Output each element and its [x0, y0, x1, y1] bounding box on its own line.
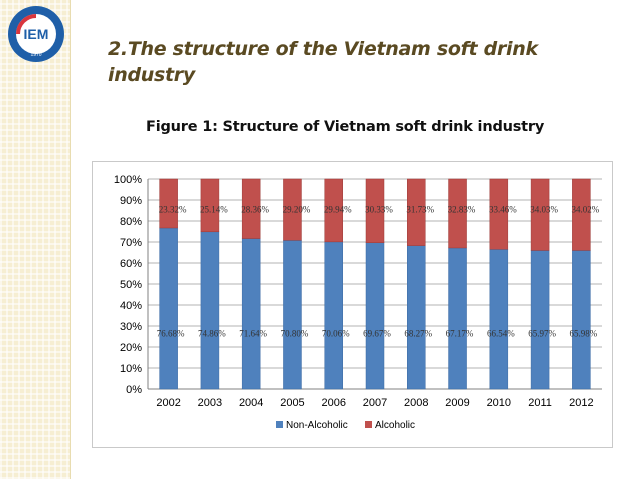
legend-label-alcoholic: Alcoholic	[375, 420, 415, 431]
bar-non-alcoholic	[241, 238, 261, 390]
data-label-non-alcoholic: 65.98%	[569, 329, 597, 339]
legend-swatch-alcoholic	[365, 421, 372, 428]
data-label-non-alcoholic: 69.67%	[363, 329, 391, 339]
x-tick-label: 2005	[280, 397, 304, 409]
y-tick-label: 10%	[120, 363, 142, 375]
y-tick-label: 30%	[120, 321, 142, 333]
data-label-alcoholic: 23.32%	[159, 205, 187, 215]
y-tick-label: 80%	[120, 216, 142, 228]
x-tick-label: 2012	[569, 397, 593, 409]
x-tick-label: 2002	[156, 397, 180, 409]
data-label-alcoholic: 25.14%	[200, 205, 228, 215]
bar-non-alcoholic	[407, 245, 426, 390]
x-tick-label: 2006	[321, 397, 345, 409]
legend-swatch-non-alcoholic	[276, 421, 283, 428]
data-label-non-alcoholic: 76.68%	[157, 329, 185, 339]
bar-alcoholic	[324, 178, 343, 243]
y-tick-label: 50%	[120, 279, 142, 291]
figure-caption: Figure 1: Structure of Vietnam soft drin…	[146, 119, 545, 135]
bar-non-alcoholic	[324, 241, 343, 390]
bar-non-alcoholic	[365, 242, 385, 390]
y-tick-label: 40%	[120, 300, 142, 312]
bar-alcoholic	[407, 178, 426, 246]
stacked-bar-chart: 0% 10% 20% 30% 40% 50% 60% 70% 80% 90% 100% 76.68% 2…	[114, 174, 602, 431]
y-tick-label: 60%	[120, 258, 142, 270]
data-label-non-alcoholic: 67.17%	[446, 329, 474, 339]
data-label-non-alcoholic: 65.97%	[528, 329, 556, 339]
data-label-non-alcoholic: 70.80%	[281, 329, 309, 339]
data-label-alcoholic: 31.73%	[406, 205, 434, 215]
data-label-non-alcoholic: 71.64%	[239, 329, 267, 339]
bar-non-alcoholic	[489, 249, 509, 390]
bar-alcoholic	[489, 178, 509, 250]
data-label-alcoholic: 28.36%	[241, 205, 269, 215]
x-tick-label: 2007	[363, 397, 387, 409]
data-label-alcoholic: 32.83%	[448, 205, 476, 215]
svg-text:1970: 1970	[30, 52, 41, 58]
bar-alcoholic	[159, 178, 178, 229]
y-tick-label: 90%	[120, 195, 142, 207]
bar-non-alcoholic	[159, 227, 178, 390]
y-tick-label: 0%	[126, 384, 142, 396]
x-tick-label: 2010	[487, 397, 511, 409]
bar-alcoholic	[572, 178, 591, 251]
bar-alcoholic	[448, 178, 467, 249]
bar-non-alcoholic	[572, 250, 591, 390]
y-tick-label: 70%	[120, 237, 142, 249]
slide-title: 2.The structure of the Vietnam soft drin…	[108, 38, 538, 86]
bar-non-alcoholic	[200, 231, 220, 390]
legend-label-non-alcoholic: Non-Alcoholic	[286, 420, 348, 431]
data-label-non-alcoholic: 68.27%	[404, 329, 432, 339]
y-tick-label: 100%	[114, 174, 142, 186]
bar-alcoholic	[283, 178, 302, 241]
bar-alcoholic	[200, 178, 220, 233]
x-tick-label: 2011	[528, 397, 552, 409]
bar-non-alcoholic	[448, 247, 467, 390]
decorative-left-band	[0, 0, 71, 479]
bar-alcoholic	[241, 178, 261, 239]
x-tick-label: 2004	[239, 397, 263, 409]
data-label-alcoholic: 29.94%	[324, 205, 352, 215]
data-label-non-alcoholic: 74.86%	[198, 329, 226, 339]
data-label-alcoholic: 34.03%	[530, 205, 558, 215]
x-tick-label: 2003	[198, 397, 222, 409]
data-label-non-alcoholic: 66.54%	[487, 329, 515, 339]
bar-non-alcoholic	[283, 240, 302, 390]
bar-non-alcoholic	[530, 250, 550, 390]
chart-frame: 0% 10% 20% 30% 40% 50% 60% 70% 80% 90% 100% 76.68% 2…	[92, 161, 613, 448]
x-tick-label: 2009	[445, 397, 469, 409]
x-tick-label: 2008	[404, 397, 428, 409]
data-label-non-alcoholic: 70.06%	[322, 329, 350, 339]
data-label-alcoholic: 33.46%	[489, 205, 517, 215]
data-label-alcoholic: 29.20%	[283, 205, 311, 215]
y-tick-label: 20%	[120, 342, 142, 354]
data-label-alcoholic: 30.33%	[365, 205, 393, 215]
bar-alcoholic	[530, 178, 550, 251]
svg-text:IEM: IEM	[24, 26, 49, 42]
bar-alcoholic	[365, 178, 385, 243]
data-label-alcoholic: 34.02%	[571, 205, 599, 215]
iem-logo: IEM 1970	[8, 6, 64, 62]
